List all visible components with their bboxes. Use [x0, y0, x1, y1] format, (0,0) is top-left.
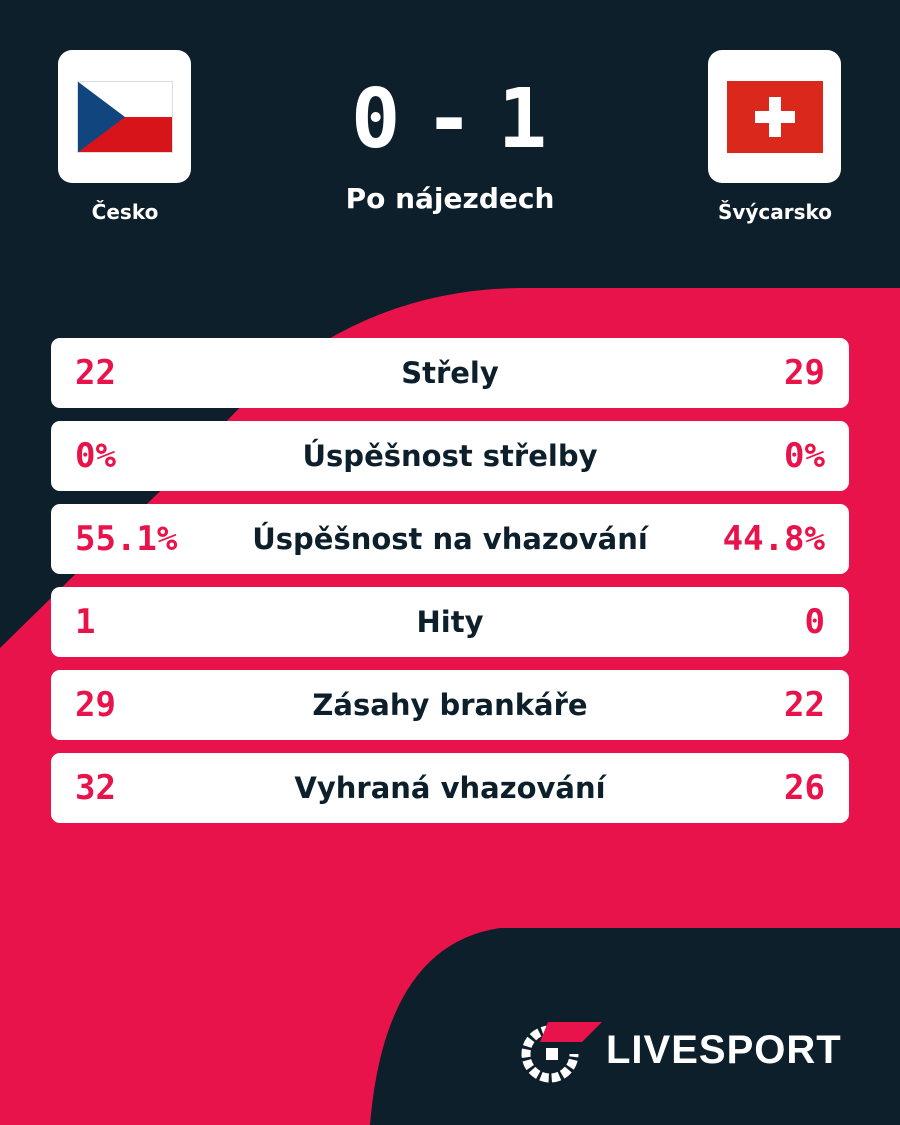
- stat-row-saves: 29 Zásahy brankáře 22: [51, 670, 849, 740]
- stat-label: Úspěšnost střelby: [302, 439, 598, 473]
- home-stat-value: 1: [75, 602, 96, 642]
- home-score: 0: [350, 72, 403, 167]
- livesport-logo-icon: [521, 1022, 602, 1083]
- away-stat-value: 0: [804, 602, 825, 642]
- swiss-flag-icon: [726, 80, 823, 153]
- away-stat-value: 44.8%: [722, 519, 825, 559]
- stat-row-shots: 22 Střely 29: [51, 338, 849, 408]
- home-team-name: Česko: [91, 200, 159, 224]
- away-stat-value: 0%: [784, 436, 825, 476]
- home-stat-value: 32: [75, 768, 116, 808]
- stat-row-faceoffs-won: 32 Vyhraná vhazování 26: [51, 753, 849, 823]
- stat-row-hits: 1 Hity 0: [51, 587, 849, 657]
- home-stat-value: 0%: [75, 436, 116, 476]
- home-stat-value: 29: [75, 685, 116, 725]
- stats-list: 22 Střely 29 0% Úspěšnost střelby 0% 55.…: [51, 338, 849, 836]
- stat-label: Střely: [401, 356, 499, 390]
- score-separator: -: [424, 72, 476, 167]
- home-stat-value: 55.1%: [75, 519, 178, 559]
- stat-label: Hity: [416, 605, 484, 639]
- away-stat-value: 29: [784, 353, 825, 393]
- result-note: Po nájezdech: [345, 182, 555, 215]
- away-stat-value: 26: [784, 768, 825, 808]
- czech-flag-icon: [76, 80, 173, 153]
- stat-row-shooting-percentage: 0% Úspěšnost střelby 0%: [51, 421, 849, 491]
- away-stat-value: 22: [784, 685, 825, 725]
- home-stat-value: 22: [75, 353, 116, 393]
- stat-label: Zásahy brankáře: [312, 688, 588, 722]
- away-flag: [708, 50, 841, 183]
- livesport-wordmark: LIVESPORT: [606, 1028, 842, 1072]
- away-score: 1: [497, 72, 550, 167]
- stat-row-faceoff-percentage: 55.1% Úspěšnost na vhazování 44.8%: [51, 504, 849, 574]
- livesport-logo: LIVESPORT: [520, 1020, 850, 1090]
- score: 0-1: [250, 70, 650, 170]
- away-team-name: Švýcarsko: [717, 200, 833, 224]
- home-flag: [58, 50, 191, 183]
- stat-label: Vyhraná vhazování: [294, 771, 606, 805]
